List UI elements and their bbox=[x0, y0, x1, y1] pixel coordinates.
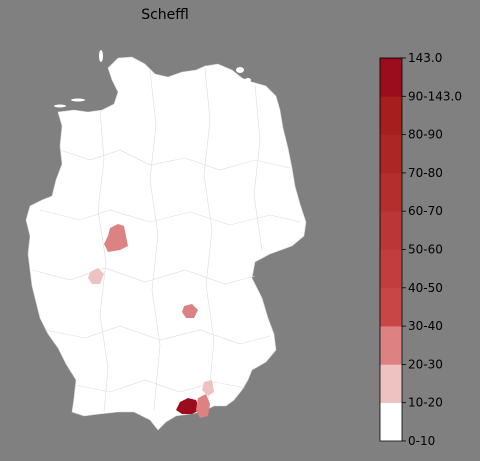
colorbar-segment bbox=[380, 134, 402, 174]
colorbar-segment bbox=[380, 287, 402, 327]
country-outline bbox=[25, 56, 307, 431]
colorbar-tick-label: 40-50 bbox=[408, 281, 443, 295]
colorbar-tick-label: 0-10 bbox=[408, 434, 435, 448]
map-title: Scheffl bbox=[141, 7, 189, 23]
region-oberbayern-sued bbox=[176, 398, 200, 414]
colorbar-tick-label: 50-60 bbox=[408, 243, 443, 257]
colorbar-tick-label: 80-90 bbox=[408, 128, 443, 142]
colorbar-segment bbox=[380, 211, 402, 250]
colorbar-segment bbox=[380, 249, 402, 289]
colorbar-tick-label: 143.0 bbox=[408, 51, 442, 65]
colorbar-tick-label: 60-70 bbox=[408, 204, 443, 218]
colorbar-tick-label: 70-80 bbox=[408, 166, 443, 180]
region-oberbayern-ost bbox=[196, 394, 210, 418]
colorbar-segment bbox=[380, 402, 402, 442]
colorbar-tick-label: 30-40 bbox=[408, 319, 443, 333]
region-oberbayern-ost-nord bbox=[202, 380, 214, 396]
colorbar-segment bbox=[380, 326, 402, 365]
colorbar-segment bbox=[380, 96, 402, 135]
islands bbox=[54, 50, 251, 108]
colorbar-tick-label: 20-30 bbox=[408, 357, 443, 371]
region-rheinland-pfalz bbox=[88, 268, 104, 284]
district-borders bbox=[31, 67, 301, 413]
colorbar-segment bbox=[380, 364, 402, 403]
region-hessen-nord bbox=[104, 224, 128, 252]
colorbar: 0-10 10-20 20-30 30-40 40-50 50-60 60-70 70-80 8… bbox=[379, 51, 462, 448]
region-bayern-mitte bbox=[182, 304, 198, 318]
colorbar-segment bbox=[380, 172, 402, 212]
colorbar-segment bbox=[380, 58, 402, 97]
colorbar-tick-label: 90-143.0 bbox=[408, 89, 462, 103]
colorbar-tick-label: 10-20 bbox=[408, 396, 443, 410]
